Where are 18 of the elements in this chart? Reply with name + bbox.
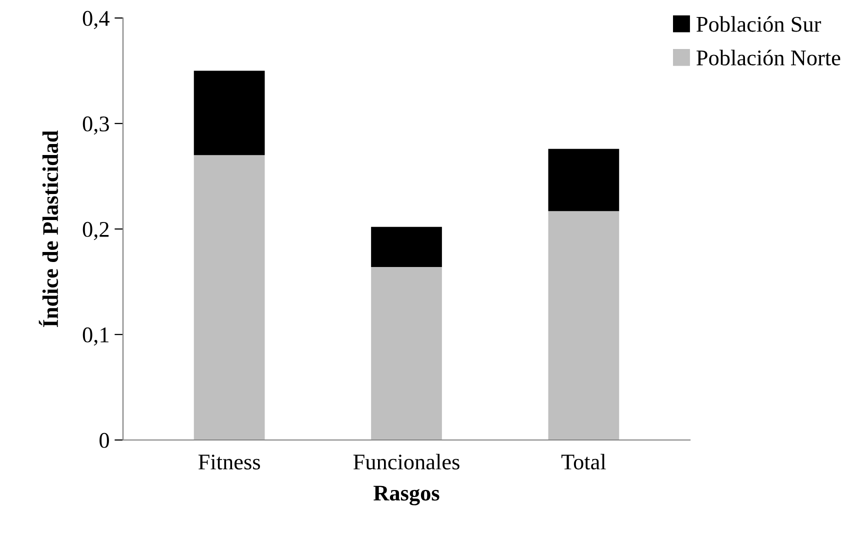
y-tick-label: 0 xyxy=(100,432,109,448)
x-tick-label: Total xyxy=(561,454,606,470)
legend-label: Población Sur xyxy=(696,16,822,32)
legend-label: Población Norte xyxy=(696,50,840,66)
y-tick-label: 0,1 xyxy=(82,327,108,346)
x-tick-label: Fitness xyxy=(198,454,260,470)
bar xyxy=(371,226,442,267)
bar xyxy=(371,266,442,440)
x-axis-title: Rasgos xyxy=(374,486,440,506)
y-tick-label: 0,4 xyxy=(82,10,110,30)
bar xyxy=(194,70,265,156)
bar xyxy=(548,148,620,212)
y-axis-title: Índice de Plasticidad xyxy=(38,130,58,328)
bar xyxy=(548,211,620,440)
y-tick-label: 0,2 xyxy=(82,222,109,240)
bar xyxy=(194,155,265,440)
y-tick-label: 0,3 xyxy=(82,116,109,135)
x-tick-label: Funcionales xyxy=(353,454,460,470)
